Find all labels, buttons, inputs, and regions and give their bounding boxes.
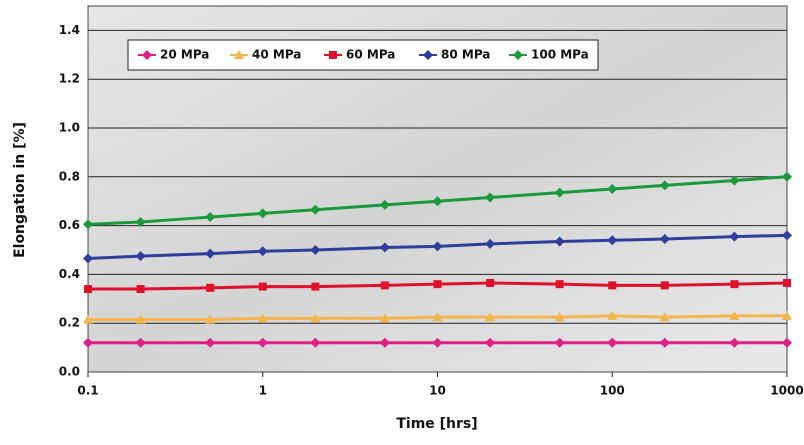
y-tick-label: 1.2 [59,72,80,86]
y-tick-label: 1.4 [59,23,80,37]
legend-label: 40 MPa [252,48,301,62]
y-tick-label: 0.8 [59,169,80,183]
y-tick-label: 1.0 [59,121,80,135]
legend-label: 80 MPa [441,48,490,62]
marker [486,279,494,287]
marker [608,281,616,289]
marker [311,283,319,291]
marker [381,281,389,289]
marker [783,279,791,287]
marker [137,285,145,293]
y-tick-label: 0.4 [59,267,80,281]
chart: Time [hrs] Elongation in [%] 0.0 0.2 0.4 0.… [0,0,804,441]
marker [259,283,267,291]
marker [84,285,92,293]
marker [556,280,564,288]
marker [730,280,738,288]
marker [206,284,214,292]
marker [434,280,442,288]
x-tick-label: 1 [259,384,267,398]
legend-label: 60 MPa [346,48,395,62]
y-axis-label: Elongation in [%] [12,122,28,258]
y-tick-label: 0.6 [59,218,80,232]
x-tick-label: 10 [429,384,446,398]
y-tick-label: 0.0 [59,365,80,379]
x-tick-label: 1000 [770,384,803,398]
x-tick-label: 100 [600,384,625,398]
x-tick-label: 0.1 [77,384,98,398]
legend-label: 20 MPa [160,48,209,62]
y-tick-label: 0.2 [59,316,80,330]
x-axis-label: Time [hrs] [396,416,477,432]
page: {"chart_data": {"type": "line", "x_label… [0,0,804,441]
legend-marker [329,51,337,59]
marker [661,281,669,289]
legend-label: 100 MPa [531,48,589,62]
